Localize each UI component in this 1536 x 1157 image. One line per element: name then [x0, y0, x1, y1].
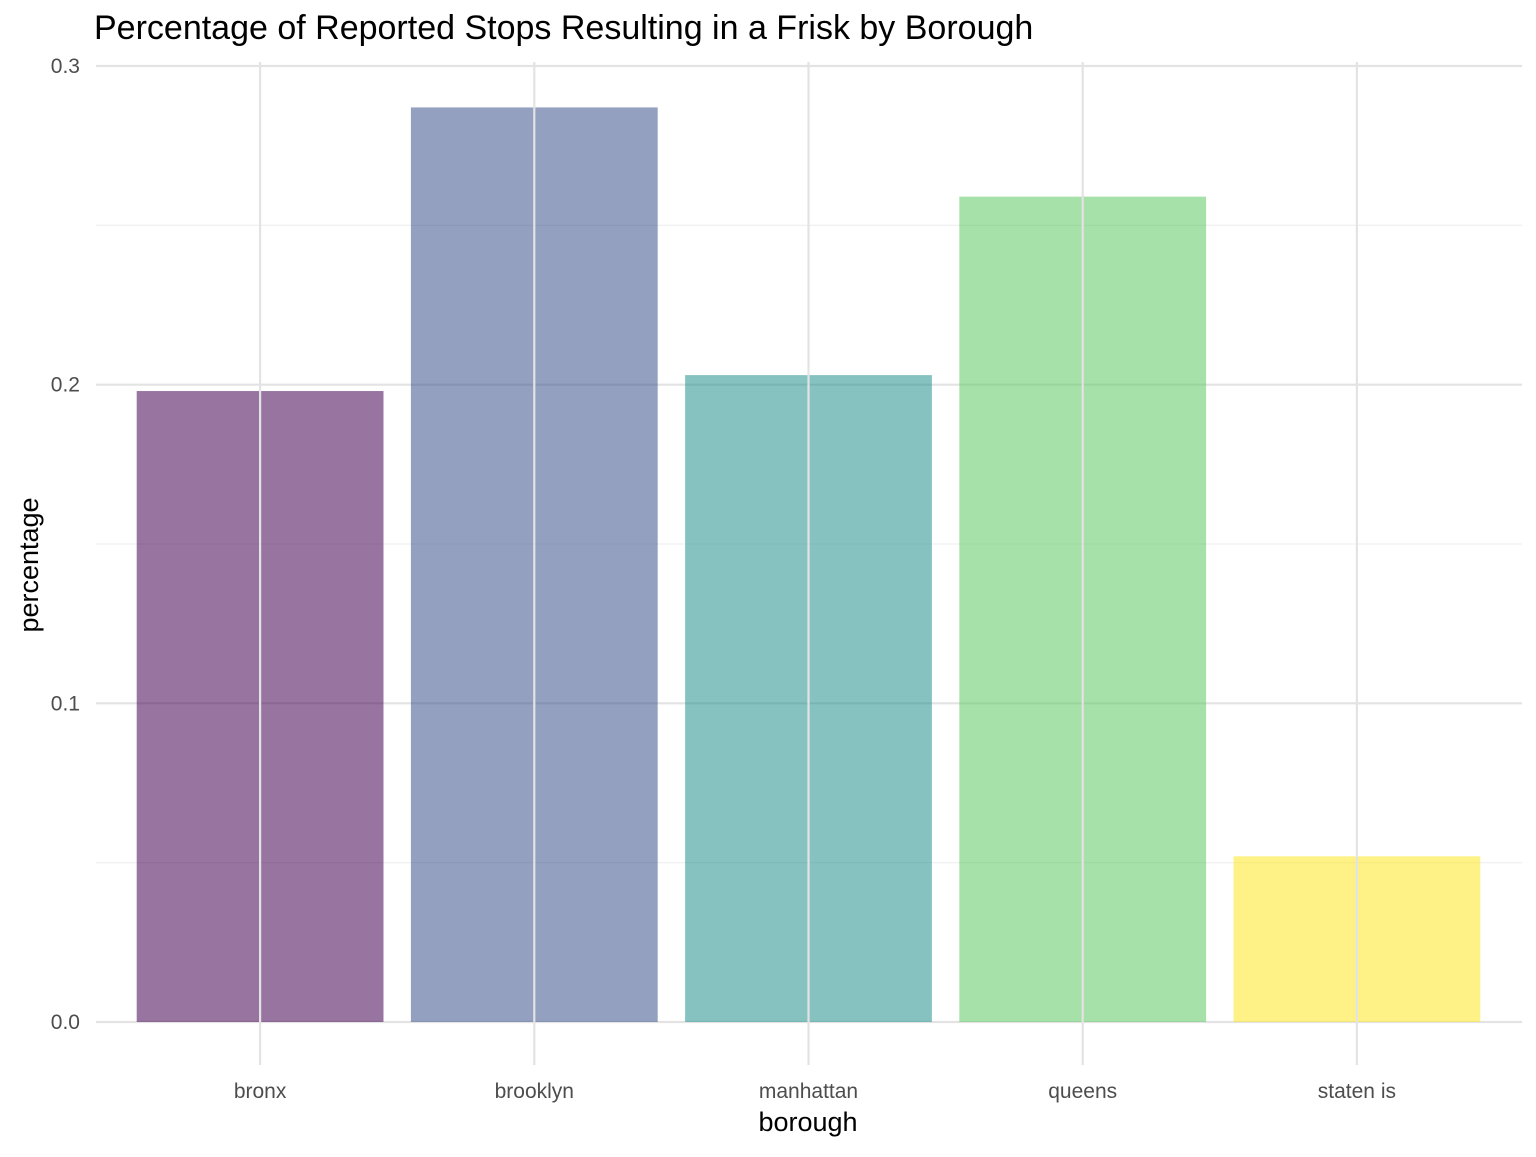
x-axis-ticks: bronx brooklyn manhattan queens staten is: [234, 1080, 1396, 1103]
x-tick-label: manhattan: [759, 1080, 858, 1103]
y-tick-label: 0.0: [51, 1011, 80, 1034]
y-tick-label: 0.1: [51, 692, 80, 715]
y-tick-label: 0.3: [51, 55, 80, 78]
vertical-grid-lines: [259, 62, 1359, 1065]
x-tick-label: bronx: [234, 1080, 287, 1103]
chart-title: Percentage of Reported Stops Resulting i…: [94, 9, 1033, 47]
y-axis-ticks: 0.0 0.1 0.2 0.3: [51, 55, 80, 1034]
y-axis-title: percentage: [14, 497, 44, 632]
x-tick-label: brooklyn: [495, 1080, 574, 1103]
y-tick-label: 0.2: [51, 374, 80, 397]
x-axis-title: borough: [758, 1107, 857, 1137]
x-tick-label: staten is: [1318, 1080, 1396, 1103]
x-tick-label: queens: [1048, 1080, 1117, 1103]
